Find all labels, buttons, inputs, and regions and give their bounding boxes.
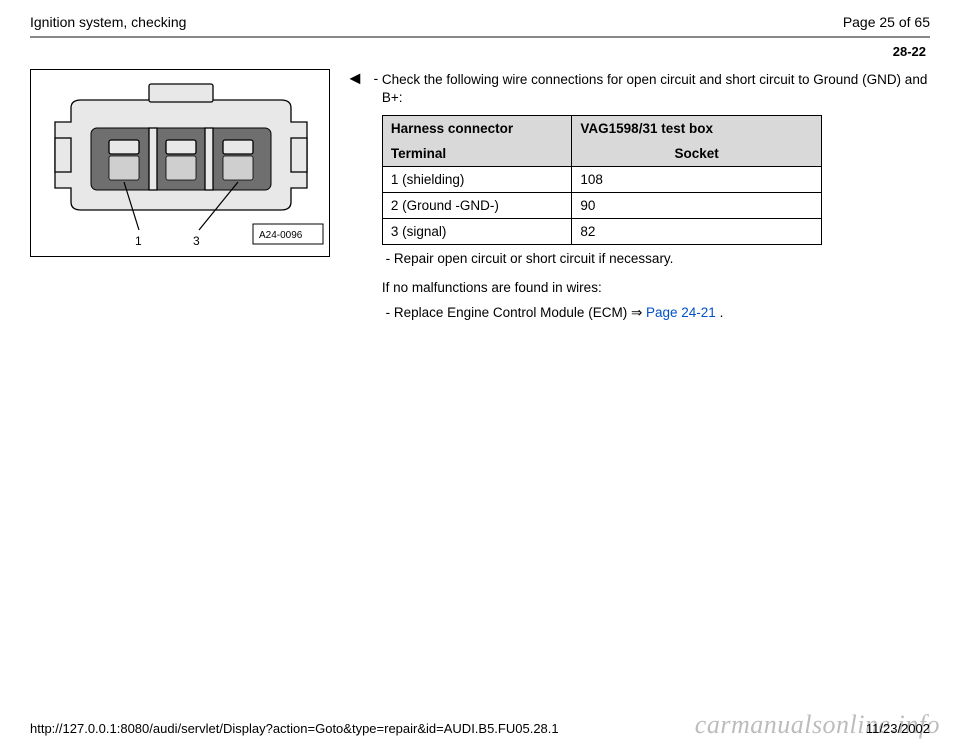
figure-label-3: 3: [193, 234, 200, 248]
table-row: 1 (shielding) 108: [382, 167, 821, 193]
note-repair: - Repair open circuit or short circuit i…: [382, 251, 930, 266]
table-row: 3 (signal) 82: [382, 219, 821, 245]
condition-text: If no malfunctions are found in wires:: [382, 280, 930, 295]
step-replace-ecm: Replace Engine Control Module (ECM) ⇒ Pa…: [394, 305, 724, 321]
figure-connector: 1 3 A24-0096: [30, 69, 330, 257]
figure-ref: A24-0096: [259, 230, 303, 241]
table-row: 2 (Ground -GND-) 90: [382, 193, 821, 219]
table-header-2: VAG1598/31 test box Socket: [572, 116, 821, 167]
pointer-icon: ◄: [346, 69, 364, 87]
connector-svg: 1 3 A24-0096: [31, 70, 331, 258]
divider: [30, 36, 930, 38]
page-title: Ignition system, checking: [30, 14, 186, 30]
step-check-wires: Check the following wire connections for…: [382, 71, 930, 107]
footer-date: 11/23/2002: [866, 721, 930, 736]
section-number: 28-22: [30, 44, 926, 59]
footer-url: http://127.0.0.1:8080/audi/servlet/Displ…: [30, 721, 559, 736]
table-header-1: Harness connector Terminal: [382, 116, 572, 167]
bullet-dash: -: [382, 305, 394, 321]
wire-table: Harness connector Terminal VAG1598/31 te…: [382, 115, 822, 245]
page-link[interactable]: Page 24-21: [642, 305, 716, 320]
bullet-dash: -: [370, 71, 382, 107]
figure-label-1: 1: [135, 234, 142, 248]
page-indicator: Page 25 of 65: [843, 14, 930, 30]
